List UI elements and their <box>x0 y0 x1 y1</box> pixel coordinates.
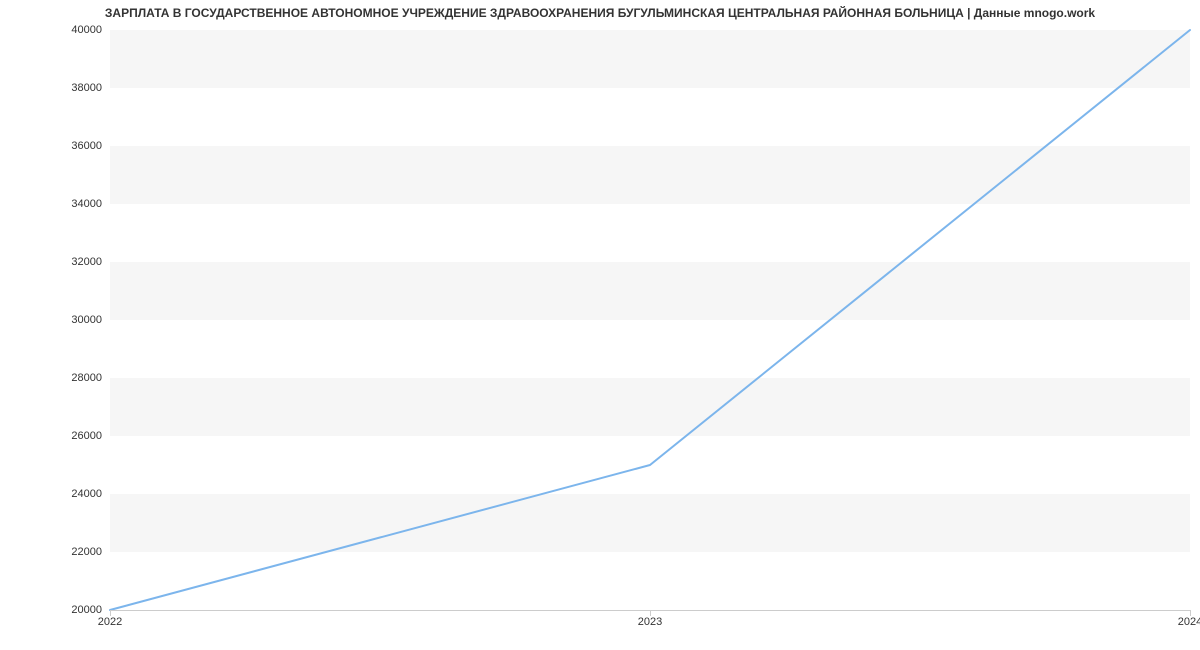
line-series <box>110 30 1190 610</box>
y-tick-label: 26000 <box>71 430 102 442</box>
x-tick-label: 2022 <box>98 616 122 628</box>
y-tick-label: 40000 <box>71 24 102 36</box>
x-tick-label: 2023 <box>638 616 662 628</box>
y-tick-label: 36000 <box>71 140 102 152</box>
y-tick-label: 24000 <box>71 488 102 500</box>
x-tick-label: 2024 <box>1178 616 1200 628</box>
y-tick-label: 20000 <box>71 604 102 616</box>
salary-line-chart: ЗАРПЛАТА В ГОСУДАРСТВЕННОЕ АВТОНОМНОЕ УЧ… <box>0 0 1200 650</box>
plot-area: 2000022000240002600028000300003200034000… <box>110 30 1190 610</box>
y-tick-label: 22000 <box>71 546 102 558</box>
y-tick-label: 34000 <box>71 198 102 210</box>
y-tick-label: 38000 <box>71 82 102 94</box>
y-tick-label: 32000 <box>71 256 102 268</box>
y-tick-label: 28000 <box>71 372 102 384</box>
chart-title: ЗАРПЛАТА В ГОСУДАРСТВЕННОЕ АВТОНОМНОЕ УЧ… <box>0 6 1200 20</box>
y-tick-label: 30000 <box>71 314 102 326</box>
